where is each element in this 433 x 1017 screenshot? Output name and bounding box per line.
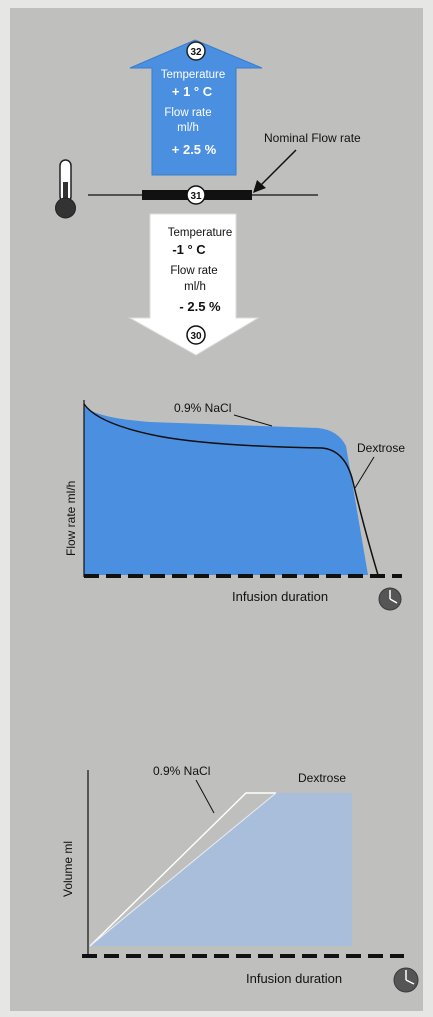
increase-arrow	[129, 39, 263, 176]
flow-x-label: Infusion duration	[232, 589, 328, 604]
badge-32-text: 32	[190, 47, 202, 58]
decrease-arrow	[128, 213, 260, 356]
flow-nacl-label: 0.9% NaCl	[174, 401, 231, 415]
volume-y-label: Volume ml	[61, 841, 75, 897]
flow-y-label: Flow rate ml/h	[64, 481, 78, 556]
down-flow-label-2: ml/h	[184, 281, 206, 293]
badge-30-text: 30	[190, 331, 202, 342]
flow-dextrose-pointer	[354, 456, 375, 489]
badge-31-text: 31	[190, 191, 202, 202]
nominal-pointer	[257, 149, 297, 189]
flow-rate-chart: 0.9% NaCl Dextrose Flow rate ml/h Infusi…	[64, 400, 405, 611]
dextrose-flow-line	[83, 403, 379, 576]
nominal-flow-rate-label: Nominal Flow rate	[264, 131, 361, 145]
clock-icon	[378, 587, 402, 611]
up-temperature-value: + 1 ° C	[172, 84, 213, 99]
badge-30	[186, 325, 206, 345]
volume-nacl-pointer	[195, 779, 215, 814]
down-flow-label-1: Flow rate	[170, 265, 217, 277]
nacl-volume-line	[89, 792, 276, 947]
dextrose-volume-edge	[89, 792, 277, 947]
thermometer-icon	[55, 159, 76, 219]
dextrose-volume-area	[90, 793, 352, 946]
up-flow-label-1: Flow rate	[164, 107, 211, 119]
volume-x-label: Infusion duration	[246, 971, 342, 986]
volume-dextrose-label: Dextrose	[298, 771, 346, 785]
flow-nacl-pointer	[233, 414, 273, 427]
up-flow-value: + 2.5 %	[172, 142, 217, 157]
volume-nacl-label: 0.9% NaCl	[153, 764, 210, 778]
up-temperature-label: Temperature	[161, 69, 226, 81]
down-flow-value: - 2.5 %	[179, 299, 221, 314]
badge-31	[186, 185, 206, 205]
nominal-pointer-head	[253, 180, 266, 193]
volume-chart: 0.9% NaCl Dextrose Volume ml Infusion du…	[61, 764, 419, 993]
down-temperature-value: -1 ° C	[172, 242, 206, 257]
down-temperature-label: Temperature	[168, 227, 233, 239]
temperature-diagram: 32 Temperature + 1 ° C Flow rate ml/h + …	[55, 39, 361, 356]
clock-icon	[393, 967, 419, 993]
badge-32	[186, 41, 206, 61]
flow-dextrose-label: Dextrose	[357, 441, 405, 455]
up-flow-label-2: ml/h	[177, 122, 199, 134]
nacl-flow-area	[84, 406, 368, 575]
